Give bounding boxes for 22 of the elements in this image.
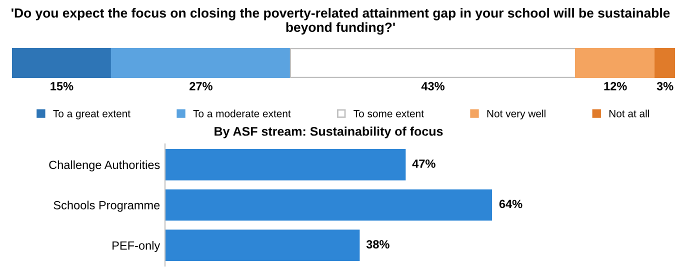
data-label: 12%	[604, 82, 627, 90]
bar	[12, 48, 112, 78]
bar	[110, 48, 292, 78]
legend-label: To a great extent	[53, 110, 130, 120]
y-tick-label: PEF-only	[112, 241, 160, 252]
data-label: 43%	[421, 82, 445, 90]
legend-label: Not at all	[609, 110, 650, 118]
data-label: 64%	[499, 200, 522, 208]
bar	[574, 48, 656, 78]
y-tick-label: Schools Programme	[54, 200, 160, 212]
data-label: 27%	[190, 82, 212, 90]
y-tick-label: Challenge Authorities	[49, 160, 160, 172]
data-label: 15%	[50, 82, 74, 90]
data-label: 38%	[366, 240, 390, 249]
bar	[654, 48, 675, 78]
legend-label: To some extent	[354, 110, 424, 118]
chart-title: By ASF stream: Sustainability of focus	[214, 126, 443, 138]
chart-title: 'Do you expect the focus on closing the poverty-related attainment gap in your school will be sustainable beyond funding?'	[12, 8, 670, 35]
data-label: 3%	[656, 82, 674, 90]
legend-label: To a moderate extent	[193, 110, 291, 118]
data-label: 47%	[412, 160, 436, 168]
legend-label: Not very well	[487, 110, 546, 120]
